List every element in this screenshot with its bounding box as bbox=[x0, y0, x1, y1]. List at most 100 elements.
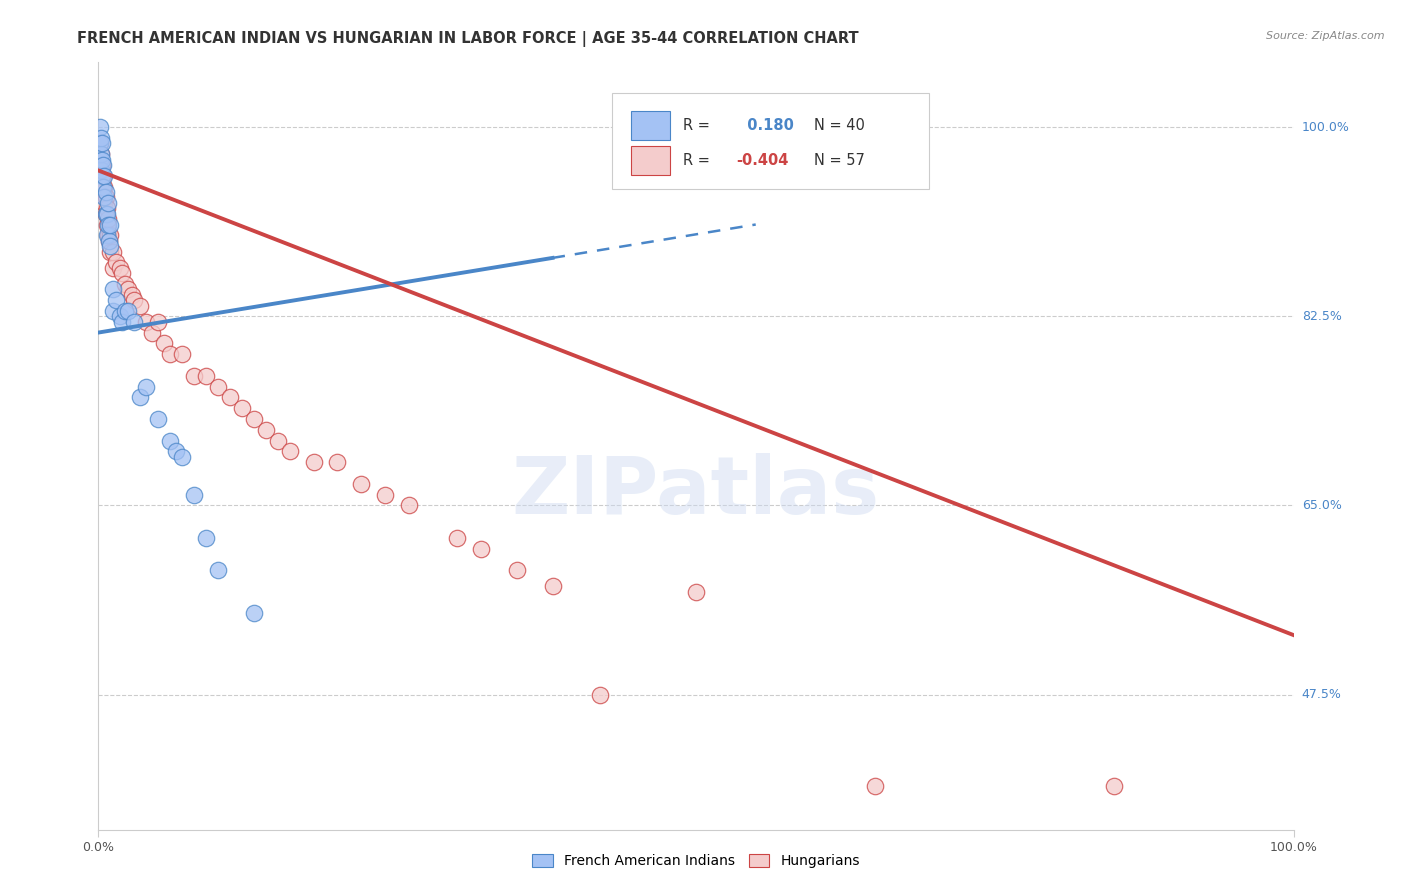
Point bbox=[195, 531, 218, 545]
Point bbox=[94, 190, 117, 204]
Point bbox=[94, 207, 117, 221]
Point bbox=[207, 379, 229, 393]
Point bbox=[89, 136, 111, 151]
Point bbox=[183, 368, 205, 383]
Point bbox=[374, 488, 396, 502]
Text: FRENCH AMERICAN INDIAN VS HUNGARIAN IN LABOR FORCE | AGE 35-44 CORRELATION CHART: FRENCH AMERICAN INDIAN VS HUNGARIAN IN L… bbox=[77, 31, 859, 47]
Point bbox=[1104, 780, 1126, 794]
Point bbox=[111, 315, 134, 329]
Point bbox=[96, 202, 118, 216]
Point bbox=[97, 228, 120, 243]
Point bbox=[105, 255, 128, 269]
Point bbox=[105, 293, 128, 307]
Point bbox=[506, 563, 529, 577]
Point bbox=[101, 304, 124, 318]
Point bbox=[93, 169, 115, 183]
Point bbox=[89, 153, 111, 167]
Point bbox=[98, 234, 121, 248]
Point bbox=[98, 218, 122, 232]
Point bbox=[865, 780, 887, 794]
Point bbox=[195, 368, 218, 383]
Point bbox=[114, 304, 136, 318]
Point bbox=[96, 228, 118, 243]
Text: R =: R = bbox=[683, 153, 710, 168]
Point bbox=[91, 185, 114, 199]
Point bbox=[254, 423, 277, 437]
Point bbox=[117, 304, 139, 318]
FancyBboxPatch shape bbox=[631, 146, 669, 175]
Point bbox=[101, 282, 124, 296]
Point bbox=[159, 434, 181, 448]
Point bbox=[231, 401, 253, 416]
Point bbox=[89, 153, 111, 167]
Point bbox=[98, 234, 121, 248]
Text: N = 40: N = 40 bbox=[814, 118, 865, 133]
Point bbox=[589, 688, 612, 702]
Point bbox=[153, 336, 176, 351]
Point bbox=[183, 488, 205, 502]
Point bbox=[124, 315, 146, 329]
Point bbox=[101, 260, 124, 275]
Point bbox=[101, 244, 124, 259]
Point bbox=[129, 390, 152, 404]
Point bbox=[91, 169, 114, 183]
Text: -0.404: -0.404 bbox=[737, 153, 789, 168]
Point bbox=[172, 347, 194, 361]
Point bbox=[96, 218, 118, 232]
FancyBboxPatch shape bbox=[631, 111, 669, 140]
Point bbox=[302, 455, 325, 469]
Point bbox=[97, 212, 120, 227]
Point bbox=[135, 315, 157, 329]
Point bbox=[91, 179, 114, 194]
Text: 100.0%: 100.0% bbox=[1302, 120, 1350, 134]
Point bbox=[108, 310, 131, 324]
Point bbox=[98, 239, 122, 253]
Point bbox=[91, 174, 114, 188]
Point bbox=[98, 228, 122, 243]
Point bbox=[350, 476, 373, 491]
Point bbox=[446, 531, 468, 545]
Point bbox=[90, 147, 112, 161]
Text: 82.5%: 82.5% bbox=[1302, 310, 1341, 323]
Point bbox=[121, 287, 143, 301]
Point bbox=[141, 326, 163, 340]
Point bbox=[108, 260, 131, 275]
Point bbox=[470, 541, 492, 556]
Point bbox=[278, 444, 301, 458]
Point bbox=[148, 412, 170, 426]
Text: ZIPatlas: ZIPatlas bbox=[512, 453, 880, 531]
Point bbox=[89, 120, 111, 135]
Point bbox=[541, 579, 564, 593]
Point bbox=[94, 185, 117, 199]
Point bbox=[685, 585, 707, 599]
Point bbox=[326, 455, 349, 469]
Point bbox=[111, 266, 134, 280]
Point bbox=[219, 390, 242, 404]
Point bbox=[90, 131, 112, 145]
Point bbox=[91, 169, 114, 183]
Point bbox=[129, 299, 152, 313]
Point bbox=[114, 277, 136, 291]
Point bbox=[97, 218, 120, 232]
Point bbox=[243, 412, 266, 426]
Text: R =: R = bbox=[683, 118, 710, 133]
Point bbox=[91, 153, 114, 167]
Text: 0.180: 0.180 bbox=[737, 118, 793, 133]
Point bbox=[93, 179, 115, 194]
Point bbox=[90, 163, 112, 178]
Point bbox=[172, 450, 194, 464]
Point bbox=[165, 444, 187, 458]
Point bbox=[91, 136, 114, 151]
Point bbox=[94, 207, 117, 221]
Point bbox=[159, 347, 181, 361]
Point bbox=[267, 434, 290, 448]
Point bbox=[90, 163, 112, 178]
Text: 47.5%: 47.5% bbox=[1302, 688, 1341, 701]
Point bbox=[207, 563, 229, 577]
Point bbox=[148, 315, 170, 329]
Point bbox=[93, 195, 115, 210]
Point bbox=[91, 158, 114, 172]
Point bbox=[117, 282, 139, 296]
Point bbox=[96, 207, 118, 221]
Point bbox=[97, 195, 120, 210]
